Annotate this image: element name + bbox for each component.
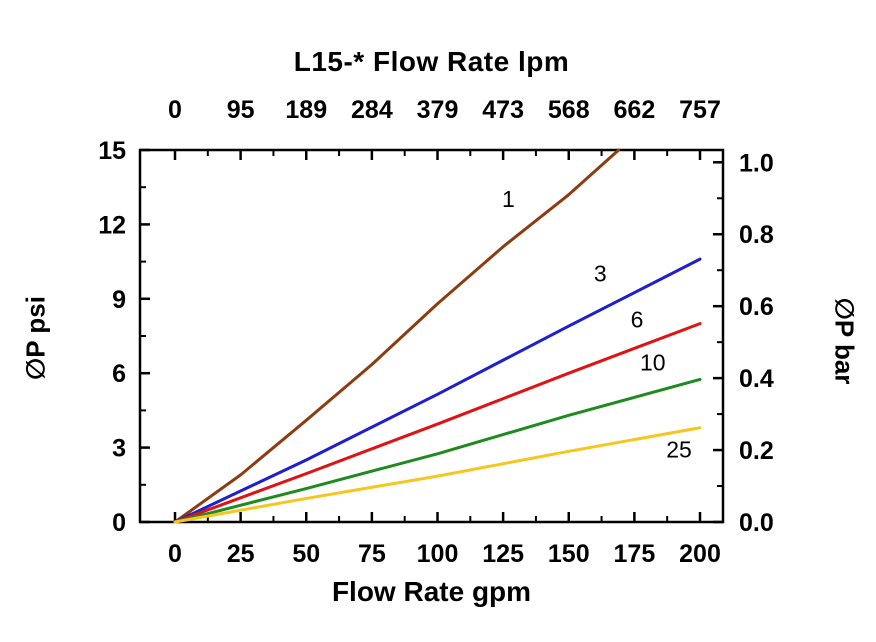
tick-label-psi: 6	[112, 360, 126, 388]
series-line-6	[173, 322, 702, 524]
tick-label-gpm: 0	[168, 540, 182, 568]
chart-title-top-axis: L15-* Flow Rate lpm	[293, 46, 570, 77]
tick-label-lpm: 662	[614, 96, 656, 124]
tick-label-bar: 0.4	[739, 365, 774, 393]
tick-label-bar: 0.0	[739, 509, 774, 537]
tick-label-psi: 9	[112, 286, 126, 314]
tick-label-lpm: 473	[482, 96, 524, 124]
tick-label-bar: 0.2	[739, 437, 774, 465]
series-label-10: 10	[640, 350, 666, 376]
tick-label-bar: 0.8	[739, 221, 774, 249]
series-line-1	[173, 148, 621, 524]
tick-label-gpm: 75	[358, 540, 386, 568]
tick-label-lpm: 379	[417, 96, 459, 124]
y-axis-label-bar: ∅P bar	[829, 297, 860, 385]
tick-label-psi: 15	[98, 137, 126, 165]
series-line-25	[173, 426, 702, 524]
tick-label-psi: 12	[98, 211, 126, 239]
tick-label-psi: 3	[112, 435, 126, 463]
tick-label-gpm: 150	[548, 540, 590, 568]
series-label-1: 1	[502, 186, 515, 212]
series-label-25: 25	[666, 437, 692, 463]
tick-label-gpm: 100	[417, 540, 459, 568]
tick-label-lpm: 568	[548, 96, 590, 124]
y-axis-label-psi: ∅P psi	[20, 296, 51, 380]
series-line-3	[173, 257, 702, 524]
tick-label-lpm: 284	[351, 96, 393, 124]
tick-label-gpm: 200	[679, 540, 721, 568]
tick-label-lpm: 95	[227, 96, 255, 124]
tick-label-bar: 1.0	[739, 149, 774, 177]
tick-label-gpm: 175	[614, 540, 656, 568]
tick-label-gpm: 25	[227, 540, 255, 568]
tick-label-lpm: 189	[285, 96, 327, 124]
tick-label-bar: 0.6	[739, 293, 774, 321]
series-label-3: 3	[594, 260, 607, 286]
x-axis-label-gpm: Flow Rate gpm	[331, 576, 532, 607]
series-line-10	[173, 377, 702, 524]
tick-label-lpm: 0	[168, 96, 182, 124]
tick-label-psi: 0	[112, 509, 126, 537]
series-label-6: 6	[631, 306, 644, 332]
plot-border	[138, 148, 725, 524]
tick-label-gpm: 50	[292, 540, 320, 568]
tick-label-gpm: 125	[482, 540, 524, 568]
tick-label-lpm: 757	[679, 96, 721, 124]
